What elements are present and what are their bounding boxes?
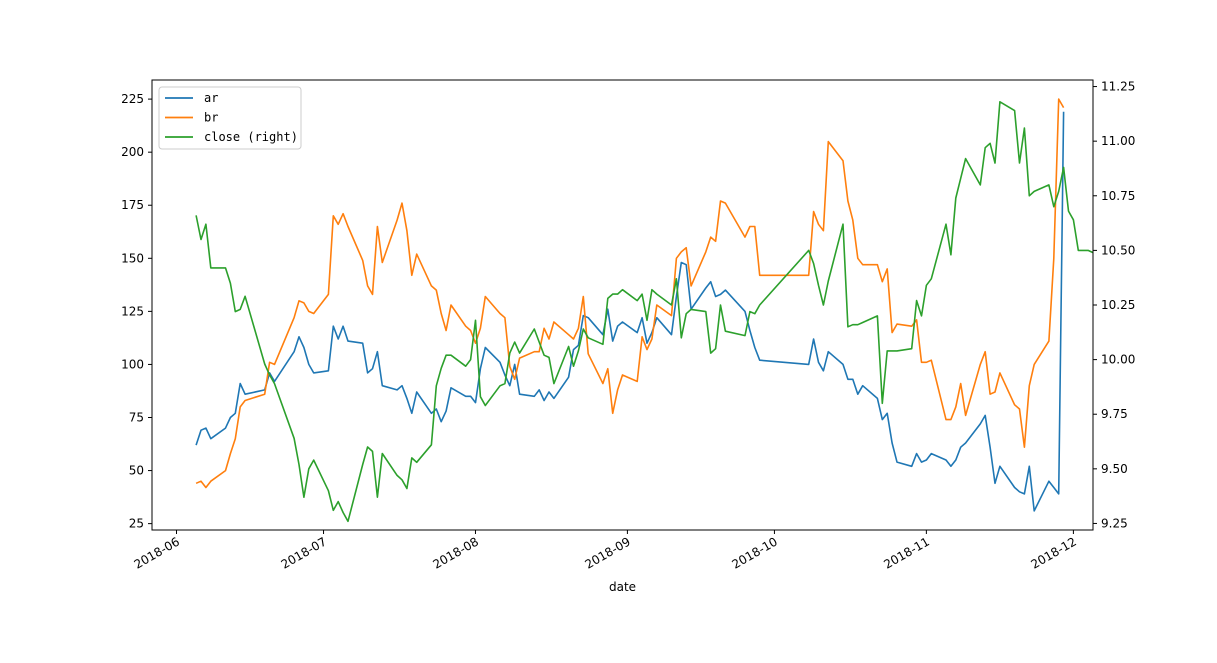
y-right-tick-label: 11.00 <box>1101 134 1135 148</box>
legend-label: close (right) <box>204 130 298 144</box>
x-axis-label: date <box>609 580 636 594</box>
y-right-tick-label: 10.75 <box>1101 189 1135 203</box>
y-left-tick-label: 200 <box>121 145 144 159</box>
y-right-tick-label: 9.25 <box>1101 516 1128 530</box>
series-line-ar <box>195 111 1065 512</box>
y-right-tick-label: 9.75 <box>1101 407 1128 421</box>
legend: ar br close (right) <box>158 86 302 150</box>
legend-box <box>158 86 302 150</box>
y-left-tick-label: 75 <box>129 411 144 425</box>
y-right-tick-label: 9.50 <box>1101 462 1128 476</box>
y-left-tick-label: 50 <box>129 464 144 478</box>
legend-label: br <box>204 111 218 125</box>
y-right-tick-label: 10.00 <box>1101 353 1135 367</box>
y-left-tick-label: 125 <box>121 304 144 318</box>
y-left-tick-label: 100 <box>121 357 144 371</box>
series-line-br <box>195 98 1065 489</box>
y-left-tick-label: 175 <box>121 198 144 212</box>
series-line-close <box>195 101 1094 523</box>
y-left-tick-label: 225 <box>121 92 144 106</box>
y-right-tick-label: 11.25 <box>1101 80 1135 94</box>
y-left-tick-label: 150 <box>121 251 144 265</box>
legend-label: ar <box>204 91 218 105</box>
y-right-tick-label: 10.50 <box>1101 243 1135 257</box>
y-left-tick-label: 25 <box>129 517 144 531</box>
series-layer <box>195 98 1094 523</box>
y-right-tick-label: 10.25 <box>1101 298 1135 312</box>
